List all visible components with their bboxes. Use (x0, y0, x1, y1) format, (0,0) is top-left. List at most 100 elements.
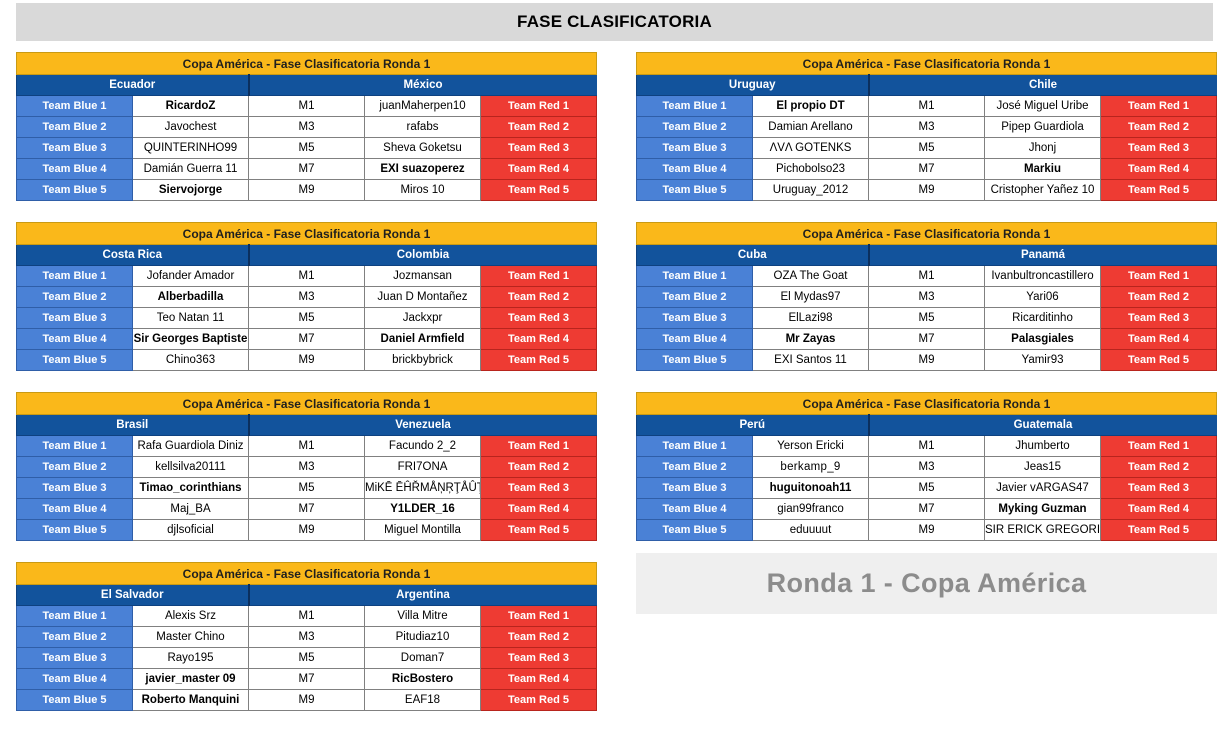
red-slot-label: Team Red 3 (480, 137, 597, 159)
away-team-name: Chile (867, 74, 1217, 96)
blue-slot-label: Team Blue 1 (16, 95, 133, 117)
table-banner-row: Copa América - Fase Clasificatoria Ronda… (16, 52, 597, 75)
home-player-name: Alexis Srz (132, 605, 249, 627)
home-player-name: RicardoZ (132, 95, 249, 117)
table-row: Team Blue 5 Chino363 M9 brickbybrick Team Re… (16, 349, 597, 371)
table-row: Team Blue 4 Mr Zayas M7 Palasgiales Team Red… (636, 328, 1217, 350)
away-player-name: brickbybrick (364, 349, 481, 371)
red-slot-label: Team Red 2 (1100, 456, 1217, 478)
away-player-name: Javier vARGAS47 (984, 477, 1101, 499)
table-row: Team Blue 5 Uruguay_2012 M9 Cristopher Yañe… (636, 179, 1217, 201)
away-team-name: Argentina (247, 584, 597, 606)
match-code: M7 (868, 158, 985, 180)
blue-slot-label: Team Blue 2 (16, 286, 133, 308)
red-slot-label: Team Red 4 (480, 668, 597, 690)
table-row: Team Blue 1 Jofander Amador M1 Jozmansan Tea… (16, 265, 597, 287)
red-slot-label: Team Red 3 (480, 477, 597, 499)
home-player-name: Pichobolso23 (752, 158, 869, 180)
match-code: M3 (248, 116, 365, 138)
table-row: Team Blue 5 EXI Santos 11 M9 Yamir93 Team Re… (636, 349, 1217, 371)
away-player-name: Jeas15 (984, 456, 1101, 478)
away-player-name: Palasgiales (984, 328, 1101, 350)
blue-slot-label: Team Blue 5 (16, 689, 133, 711)
home-team-name: Uruguay (636, 74, 870, 96)
away-player-name: Myking Guzman (984, 498, 1101, 520)
home-player-name: Damián Guerra 11 (132, 158, 249, 180)
away-player-name: juanMaherpen10 (364, 95, 481, 117)
match-table: Copa América - Fase Clasificatoria Ronda… (16, 562, 597, 711)
blue-slot-label: Team Blue 3 (636, 307, 753, 329)
match-code: M7 (868, 498, 985, 520)
right-column: Copa América - Fase Clasificatoria Ronda… (636, 52, 1217, 562)
table-row: Team Blue 3 Rayo195 M5 Doman7 Team Red 3 (16, 647, 597, 669)
red-slot-label: Team Red 5 (1100, 179, 1217, 201)
page-title-bar: FASE CLASIFICATORIA (16, 3, 1213, 41)
home-player-name: Master Chino (132, 626, 249, 648)
blue-slot-label: Team Blue 4 (636, 158, 753, 180)
home-player-name: El Mydas97 (752, 286, 869, 308)
table-banner-row: Copa América - Fase Clasificatoria Ronda… (16, 562, 597, 585)
blue-slot-label: Team Blue 5 (16, 349, 133, 371)
home-player-name: huguitonoah11 (752, 477, 869, 499)
red-slot-label: Team Red 2 (480, 456, 597, 478)
table-banner-label: Copa América - Fase Clasificatoria Ronda… (16, 392, 597, 415)
table-row: Team Blue 3 ElLazi98 M5 Ricarditinho Team Re… (636, 307, 1217, 329)
match-code: M3 (248, 286, 365, 308)
away-team-name: Venezuela (247, 414, 597, 436)
table-banner-label: Copa América - Fase Clasificatoria Ronda… (636, 392, 1217, 415)
home-player-name: eduuuut (752, 519, 869, 541)
watermark-panel: Ronda 1 - Copa América (636, 553, 1217, 614)
red-slot-label: Team Red 5 (1100, 349, 1217, 371)
match-code: M9 (248, 689, 365, 711)
match-code: M1 (868, 435, 985, 457)
team-header-row: Ecuador México (16, 74, 597, 96)
table-row: Team Blue 4 Pichobolso23 M7 Markiu Team Red … (636, 158, 1217, 180)
table-row: Team Blue 2 berkamp_9 M3 Jeas15 Team Red 2 (636, 456, 1217, 478)
table-banner-row: Copa América - Fase Clasificatoria Ronda… (636, 222, 1217, 245)
table-banner-row: Copa América - Fase Clasificatoria Ronda… (16, 222, 597, 245)
away-team-name: Panamá (867, 244, 1217, 266)
table-banner-label: Copa América - Fase Clasificatoria Ronda… (16, 52, 597, 75)
match-code: M9 (868, 349, 985, 371)
home-player-name: Jofander Amador (132, 265, 249, 287)
team-header-row: Brasil Venezuela (16, 414, 597, 436)
red-slot-label: Team Red 4 (1100, 328, 1217, 350)
home-team-name: Brasil (16, 414, 250, 436)
red-slot-label: Team Red 1 (1100, 435, 1217, 457)
match-code: M3 (868, 116, 985, 138)
home-team-name: El Salvador (16, 584, 250, 606)
blue-slot-label: Team Blue 3 (636, 137, 753, 159)
blue-slot-label: Team Blue 5 (16, 519, 133, 541)
home-player-name: OZA The Goat (752, 265, 869, 287)
away-player-name: Jhumberto (984, 435, 1101, 457)
table-banner-row: Copa América - Fase Clasificatoria Ronda… (636, 52, 1217, 75)
blue-slot-label: Team Blue 3 (16, 477, 133, 499)
blue-slot-label: Team Blue 3 (16, 307, 133, 329)
home-player-name: ΛVΛ GOTENKS (752, 137, 869, 159)
red-slot-label: Team Red 3 (1100, 477, 1217, 499)
away-player-name: RicBostero (364, 668, 481, 690)
table-banner-row: Copa América - Fase Clasificatoria Ronda… (636, 392, 1217, 415)
team-header-row: Cuba Panamá (636, 244, 1217, 266)
away-team-name: Colombia (247, 244, 597, 266)
table-row: Team Blue 4 gian99franco M7 Myking Guzman Te… (636, 498, 1217, 520)
away-player-name: Juan D Montañez (364, 286, 481, 308)
away-player-name: FRI7ONA (364, 456, 481, 478)
team-header-row: Uruguay Chile (636, 74, 1217, 96)
away-player-name: MiKĒ ĒĤŘMÅŅŖŢÅÛŢ (364, 477, 481, 499)
blue-slot-label: Team Blue 2 (636, 286, 753, 308)
red-slot-label: Team Red 5 (480, 349, 597, 371)
match-code: M5 (868, 477, 985, 499)
left-column: Copa América - Fase Clasificatoria Ronda… (16, 52, 597, 732)
blue-slot-label: Team Blue 1 (16, 605, 133, 627)
match-code: M3 (248, 456, 365, 478)
blue-slot-label: Team Blue 5 (636, 519, 753, 541)
home-player-name: Sir Georges Baptiste (132, 328, 249, 350)
red-slot-label: Team Red 2 (1100, 116, 1217, 138)
away-player-name: EXI suazoperez (364, 158, 481, 180)
away-player-name: Y1LDER_16 (364, 498, 481, 520)
match-code: M1 (248, 605, 365, 627)
match-table: Copa América - Fase Clasificatoria Ronda… (636, 222, 1217, 371)
blue-slot-label: Team Blue 2 (636, 116, 753, 138)
away-player-name: Jozmansan (364, 265, 481, 287)
